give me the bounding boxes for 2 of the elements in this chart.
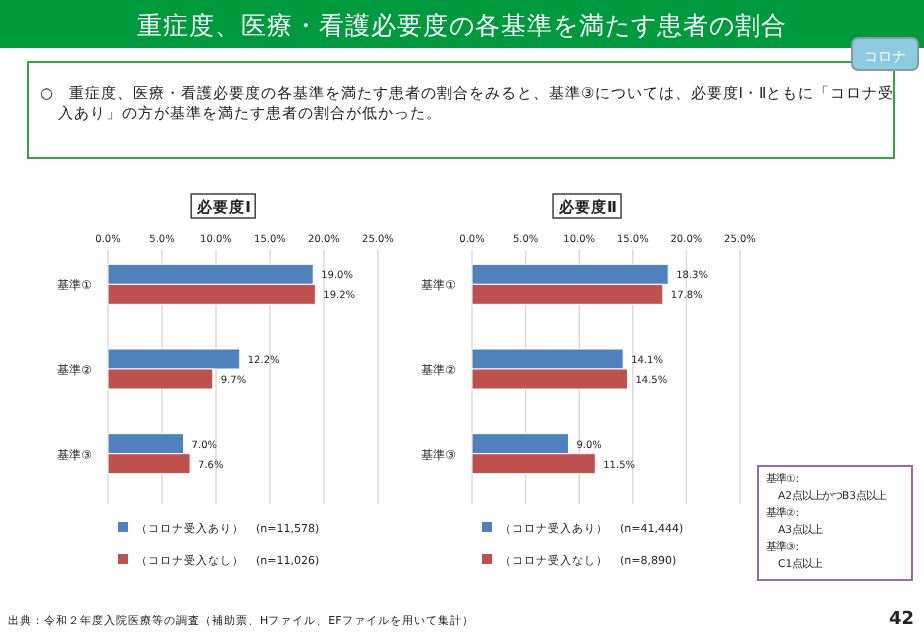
text: 42 xyxy=(888,610,914,630)
text: 重症度、医療・看護必要度の各基準を満たす患者の割合 xyxy=(137,10,787,40)
